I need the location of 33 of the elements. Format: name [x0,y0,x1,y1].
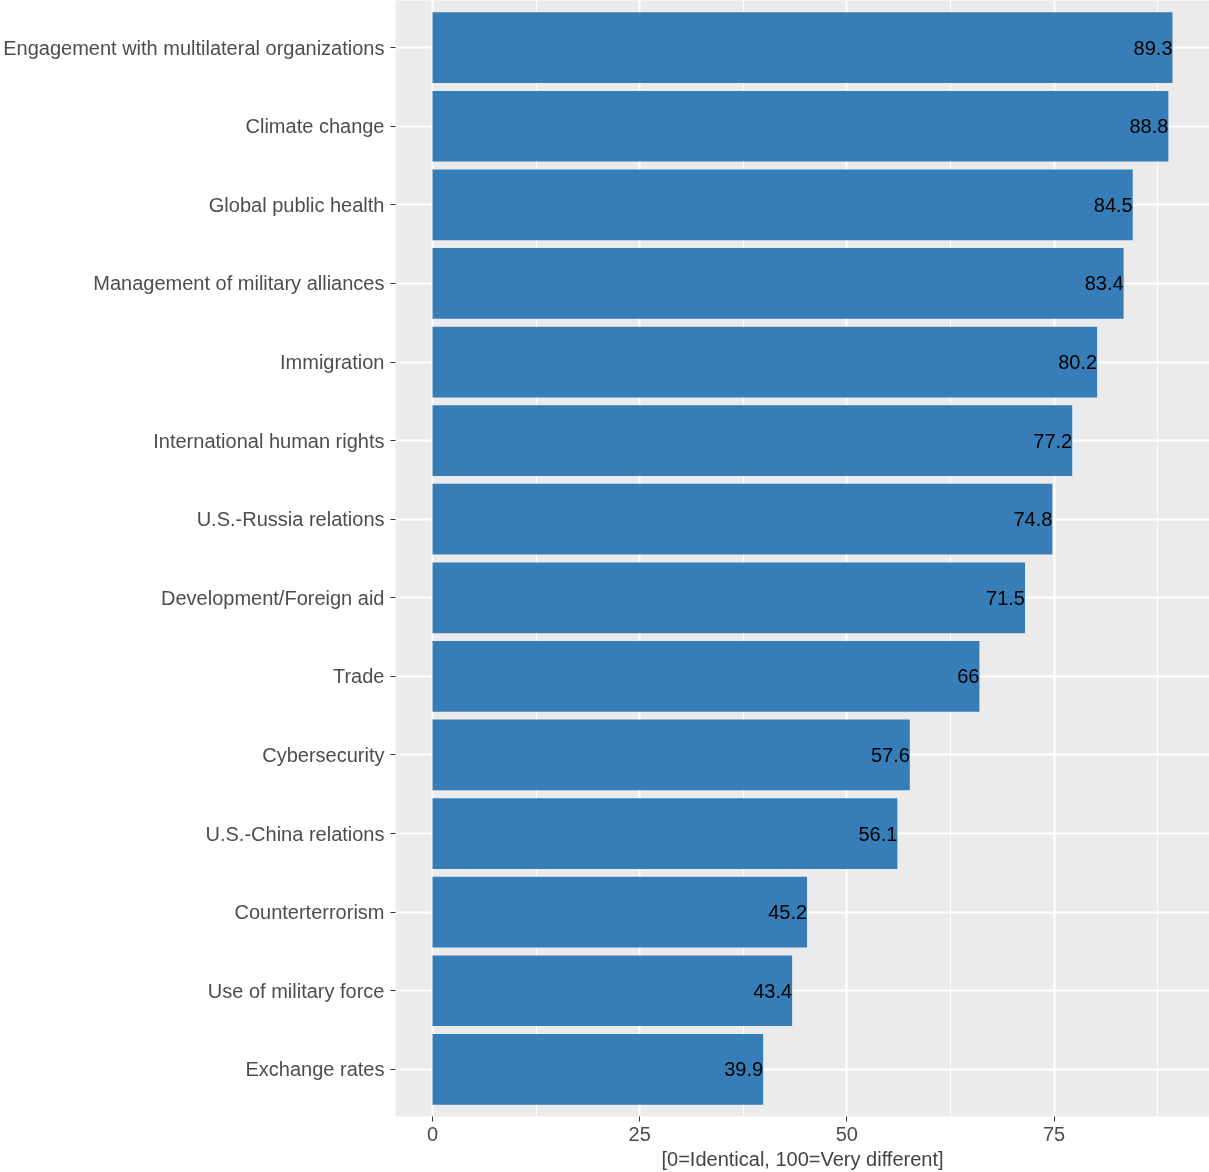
y-tick-label: Immigration [280,351,385,374]
y-tick-label: U.S.-China relations [205,822,385,845]
y-tick-label: Climate change [245,115,385,138]
y-tick-label: Development/Foreign aid [161,586,385,609]
y-tick-label: Use of military force [207,979,385,1002]
data-label: 43.4 [753,979,793,1002]
y-tick-label: Counterterrorism [234,901,385,924]
y-tick-label: Management of military alliances [93,272,385,295]
data-label: 71.5 [986,586,1026,609]
data-label: 39.9 [724,1058,764,1081]
x-tick-label: 50 [835,1122,858,1145]
data-label: 45.2 [768,901,808,924]
data-label: 77.2 [1033,429,1073,452]
data-label: 56.1 [858,822,898,845]
data-label: 84.5 [1093,193,1133,216]
data-label: 80.2 [1058,351,1098,374]
y-tick-label: Exchange rates [245,1058,385,1081]
x-tick-label: 75 [1042,1122,1066,1145]
data-label: 89.3 [1133,36,1173,59]
data-label: 74.8 [1013,508,1053,531]
y-tick-label: Cybersecurity [262,743,385,766]
data-label: 57.6 [870,743,910,766]
x-axis-title: [0=Identical, 100=Very different] [661,1147,944,1170]
y-tick-label: U.S.-Russia relations [196,508,385,531]
x-tick-label: 25 [628,1122,651,1145]
y-tick-label: International human rights [153,429,385,452]
y-tick-label: Global public health [208,193,385,216]
y-tick-label: Trade [333,665,385,688]
data-label: 66 [957,665,980,688]
data-label: 88.8 [1129,115,1169,138]
data-label: 83.4 [1084,272,1124,295]
x-tick-label: 0 [426,1122,439,1145]
y-tick-label: Engagement with multilateral organizations [3,36,385,59]
